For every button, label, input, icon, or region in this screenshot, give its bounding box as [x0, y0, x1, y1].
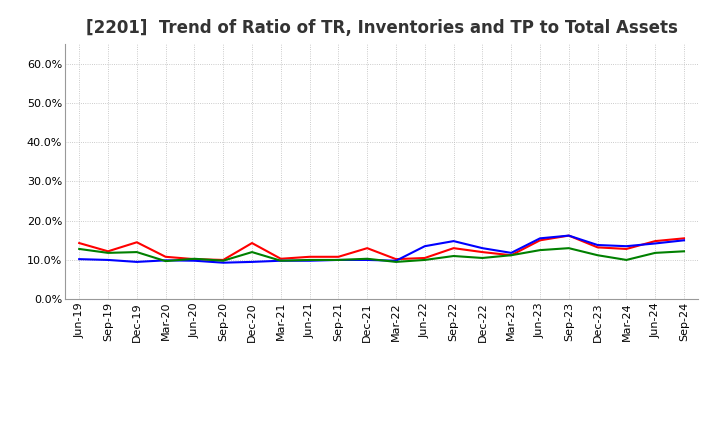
- Inventories: [593, 242, 602, 248]
- Trade Payables: [564, 246, 573, 251]
- Trade Payables: [363, 256, 372, 261]
- Trade Receivables: [478, 249, 487, 255]
- Trade Receivables: [305, 254, 314, 260]
- Trade Payables: [75, 246, 84, 252]
- Inventories: [219, 260, 228, 265]
- Trade Receivables: [276, 256, 285, 261]
- Inventories: [190, 258, 199, 264]
- Trade Receivables: [132, 240, 141, 245]
- Trade Payables: [420, 257, 429, 263]
- Trade Receivables: [651, 238, 660, 244]
- Inventories: [334, 257, 343, 263]
- Inventories: [305, 258, 314, 264]
- Trade Receivables: [680, 236, 688, 241]
- Trade Receivables: [507, 253, 516, 258]
- Line: Trade Payables: Trade Payables: [79, 248, 684, 262]
- Inventories: [363, 257, 372, 263]
- Trade Payables: [161, 258, 170, 264]
- Trade Payables: [651, 250, 660, 256]
- Trade Receivables: [449, 246, 458, 251]
- Inventories: [680, 238, 688, 243]
- Trade Receivables: [104, 249, 112, 254]
- Inventories: [651, 241, 660, 246]
- Trade Payables: [392, 259, 400, 264]
- Inventories: [622, 244, 631, 249]
- Inventories: [132, 259, 141, 264]
- Line: Inventories: Inventories: [79, 235, 684, 263]
- Trade Payables: [507, 253, 516, 258]
- Trade Payables: [190, 256, 199, 261]
- Line: Trade Receivables: Trade Receivables: [79, 235, 684, 260]
- Trade Receivables: [248, 240, 256, 246]
- Trade Payables: [449, 253, 458, 259]
- Trade Payables: [680, 249, 688, 254]
- Trade Receivables: [536, 238, 544, 243]
- Trade Receivables: [161, 254, 170, 260]
- Trade Payables: [622, 257, 631, 263]
- Trade Payables: [536, 247, 544, 253]
- Legend: Trade Receivables, Inventories, Trade Payables: Trade Receivables, Inventories, Trade Pa…: [151, 438, 612, 440]
- Inventories: [161, 258, 170, 263]
- Trade Payables: [334, 257, 343, 263]
- Inventories: [420, 244, 429, 249]
- Trade Receivables: [334, 254, 343, 260]
- Trade Receivables: [622, 246, 631, 252]
- Trade Payables: [104, 250, 112, 256]
- Inventories: [536, 236, 544, 241]
- Trade Payables: [132, 249, 141, 255]
- Trade Payables: [478, 255, 487, 260]
- Trade Receivables: [219, 257, 228, 263]
- Inventories: [478, 246, 487, 251]
- Trade Receivables: [190, 257, 199, 262]
- Trade Payables: [305, 257, 314, 263]
- Trade Receivables: [564, 233, 573, 238]
- Inventories: [392, 258, 400, 264]
- Inventories: [104, 257, 112, 263]
- Inventories: [564, 233, 573, 238]
- Trade Receivables: [420, 255, 429, 260]
- Trade Payables: [248, 249, 256, 255]
- Title: [2201]  Trend of Ratio of TR, Inventories and TP to Total Assets: [2201] Trend of Ratio of TR, Inventories…: [86, 19, 678, 37]
- Trade Payables: [276, 258, 285, 264]
- Inventories: [507, 250, 516, 256]
- Trade Receivables: [75, 240, 84, 246]
- Trade Receivables: [392, 257, 400, 262]
- Trade Receivables: [593, 245, 602, 250]
- Trade Payables: [219, 258, 228, 264]
- Inventories: [276, 258, 285, 264]
- Trade Receivables: [363, 246, 372, 251]
- Inventories: [75, 257, 84, 262]
- Inventories: [449, 238, 458, 244]
- Inventories: [248, 259, 256, 264]
- Trade Payables: [593, 253, 602, 258]
